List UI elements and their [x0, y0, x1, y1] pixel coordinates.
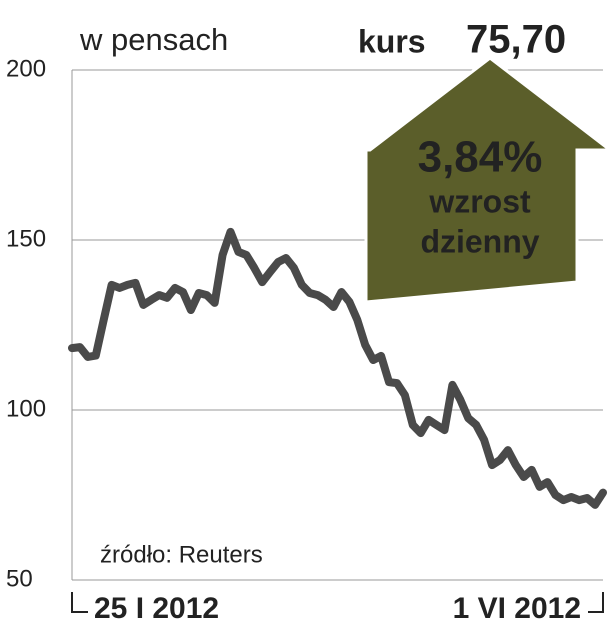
y-tick-label: 150 [6, 225, 46, 252]
x-tick-label: 25 I 2012 [94, 592, 219, 625]
y-tick-label: 100 [6, 395, 46, 422]
source: źródło: Reuters [100, 541, 263, 568]
annotation-change: 3,84% [418, 133, 543, 182]
y-tick-label: 50 [6, 565, 33, 592]
annotation-arrow [364, 56, 611, 304]
chart-title: w pensach [79, 22, 228, 57]
price-value: 75,70 [466, 18, 566, 62]
annotation-line2: dzienny [420, 223, 539, 259]
price-label: kurs [358, 23, 426, 59]
price-line [68, 227, 607, 509]
x-axis-bracket [71, 592, 604, 613]
x-tick-label: 1 VI 2012 [453, 592, 581, 625]
y-tick-label: 200 [6, 55, 46, 82]
annotation-line1: wzrost [428, 183, 531, 219]
